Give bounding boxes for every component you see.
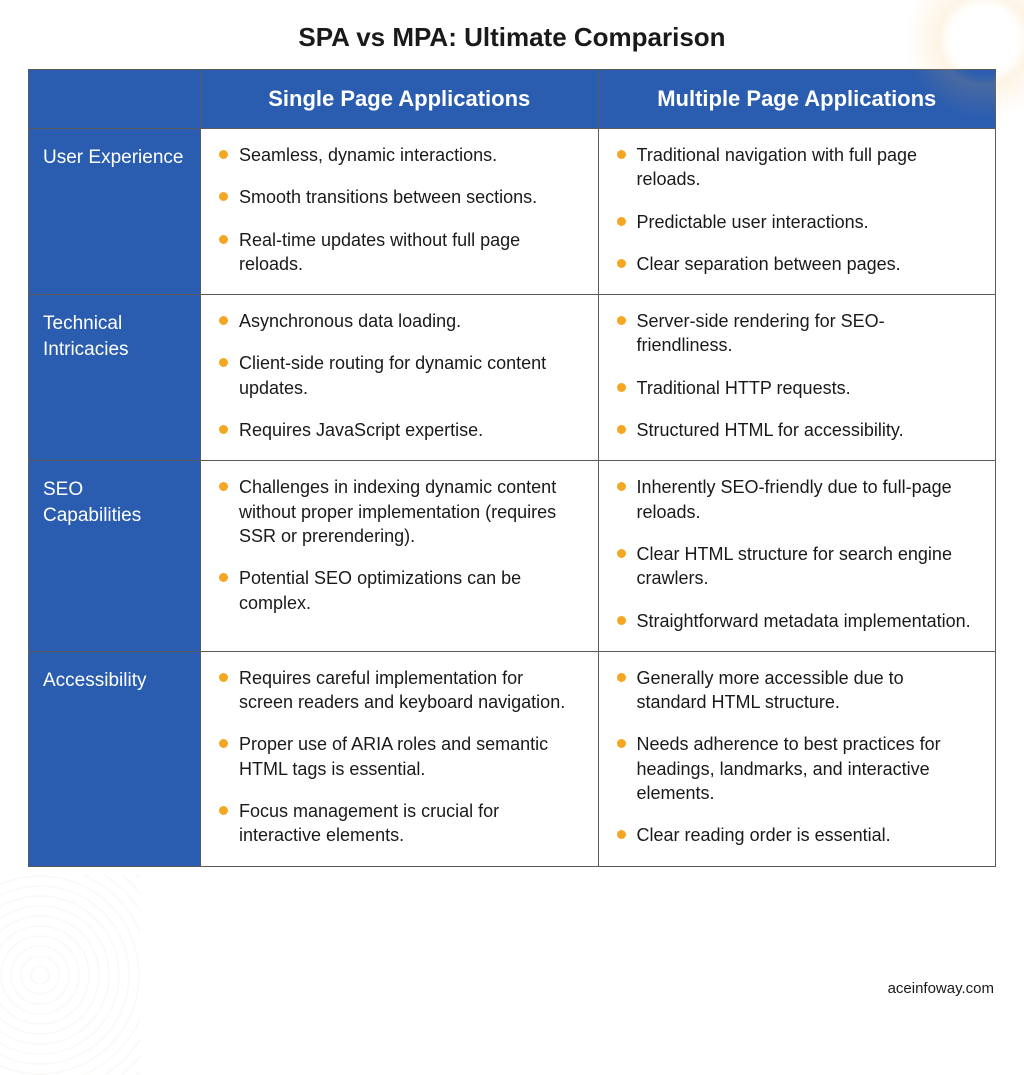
bullet-list: Asynchronous data loading. Client-side ro… xyxy=(219,309,580,442)
header-blank-cell xyxy=(29,70,201,129)
header-mpa: Multiple Page Applications xyxy=(598,70,996,129)
footer-attribution: aceinfoway.com xyxy=(888,980,994,997)
table-row: Technical IntricaciesAsynchronous data l… xyxy=(29,295,996,461)
spa-cell: Requires careful implementation for scre… xyxy=(201,651,599,866)
category-cell: SEO Capabilities xyxy=(29,461,201,651)
table-row: User ExperienceSeamless, dynamic interac… xyxy=(29,129,996,295)
comparison-table: Single Page Applications Multiple Page A… xyxy=(28,69,996,867)
spa-cell: Seamless, dynamic interactions. Smooth tr… xyxy=(201,129,599,295)
bullet-list: Server-side rendering for SEO-friendline… xyxy=(617,309,978,442)
category-cell: Technical Intricacies xyxy=(29,295,201,461)
mpa-cell: Traditional navigation with full page re… xyxy=(598,129,996,295)
list-item: Real-time updates without full page relo… xyxy=(219,228,580,277)
list-item: Challenges in indexing dynamic content w… xyxy=(219,475,580,548)
list-item: Requires JavaScript expertise. xyxy=(219,418,580,442)
list-item: Needs adherence to best practices for he… xyxy=(617,732,978,805)
list-item: Clear separation between pages. xyxy=(617,252,978,276)
list-item: Requires careful implementation for scre… xyxy=(219,666,580,715)
list-item: Asynchronous data loading. xyxy=(219,309,580,333)
bullet-list: Generally more accessible due to standar… xyxy=(617,666,978,848)
list-item: Potential SEO optimizations can be compl… xyxy=(219,566,580,615)
list-item: Inherently SEO-friendly due to full-page… xyxy=(617,475,978,524)
list-item: Focus management is crucial for interact… xyxy=(219,799,580,848)
spa-cell: Challenges in indexing dynamic content w… xyxy=(201,461,599,651)
list-item: Predictable user interactions. xyxy=(617,210,978,234)
bullet-list: Inherently SEO-friendly due to full-page… xyxy=(617,475,978,632)
list-item: Generally more accessible due to standar… xyxy=(617,666,978,715)
bullet-list: Requires careful implementation for scre… xyxy=(219,666,580,848)
list-item: Client-side routing for dynamic content … xyxy=(219,351,580,400)
bullet-list: Traditional navigation with full page re… xyxy=(617,143,978,276)
list-item: Clear reading order is essential. xyxy=(617,823,978,847)
bullet-list: Seamless, dynamic interactions. Smooth tr… xyxy=(219,143,580,276)
table-row: Accessibility Requires careful implementa… xyxy=(29,651,996,866)
list-item: Traditional navigation with full page re… xyxy=(617,143,978,192)
decorative-corner-bl xyxy=(0,875,140,1075)
list-item: Proper use of ARIA roles and semantic HT… xyxy=(219,732,580,781)
category-cell: Accessibility xyxy=(29,651,201,866)
category-cell: User Experience xyxy=(29,129,201,295)
mpa-cell: Generally more accessible due to standar… xyxy=(598,651,996,866)
list-item: Smooth transitions between sections. xyxy=(219,185,580,209)
table-header-row: Single Page Applications Multiple Page A… xyxy=(29,70,996,129)
bullet-list: Challenges in indexing dynamic content w… xyxy=(219,475,580,614)
list-item: Structured HTML for accessibility. xyxy=(617,418,978,442)
list-item: Clear HTML structure for search engine c… xyxy=(617,542,978,591)
list-item: Seamless, dynamic interactions. xyxy=(219,143,580,167)
mpa-cell: Server-side rendering for SEO-friendline… xyxy=(598,295,996,461)
list-item: Server-side rendering for SEO-friendline… xyxy=(617,309,978,358)
table-body: User ExperienceSeamless, dynamic interac… xyxy=(29,129,996,867)
mpa-cell: Inherently SEO-friendly due to full-page… xyxy=(598,461,996,651)
list-item: Straightforward metadata implementation. xyxy=(617,609,978,633)
list-item: Traditional HTTP requests. xyxy=(617,376,978,400)
table-row: SEO CapabilitiesChallenges in indexing d… xyxy=(29,461,996,651)
spa-cell: Asynchronous data loading. Client-side ro… xyxy=(201,295,599,461)
page-title: SPA vs MPA: Ultimate Comparison xyxy=(0,0,1024,69)
header-spa: Single Page Applications xyxy=(201,70,599,129)
